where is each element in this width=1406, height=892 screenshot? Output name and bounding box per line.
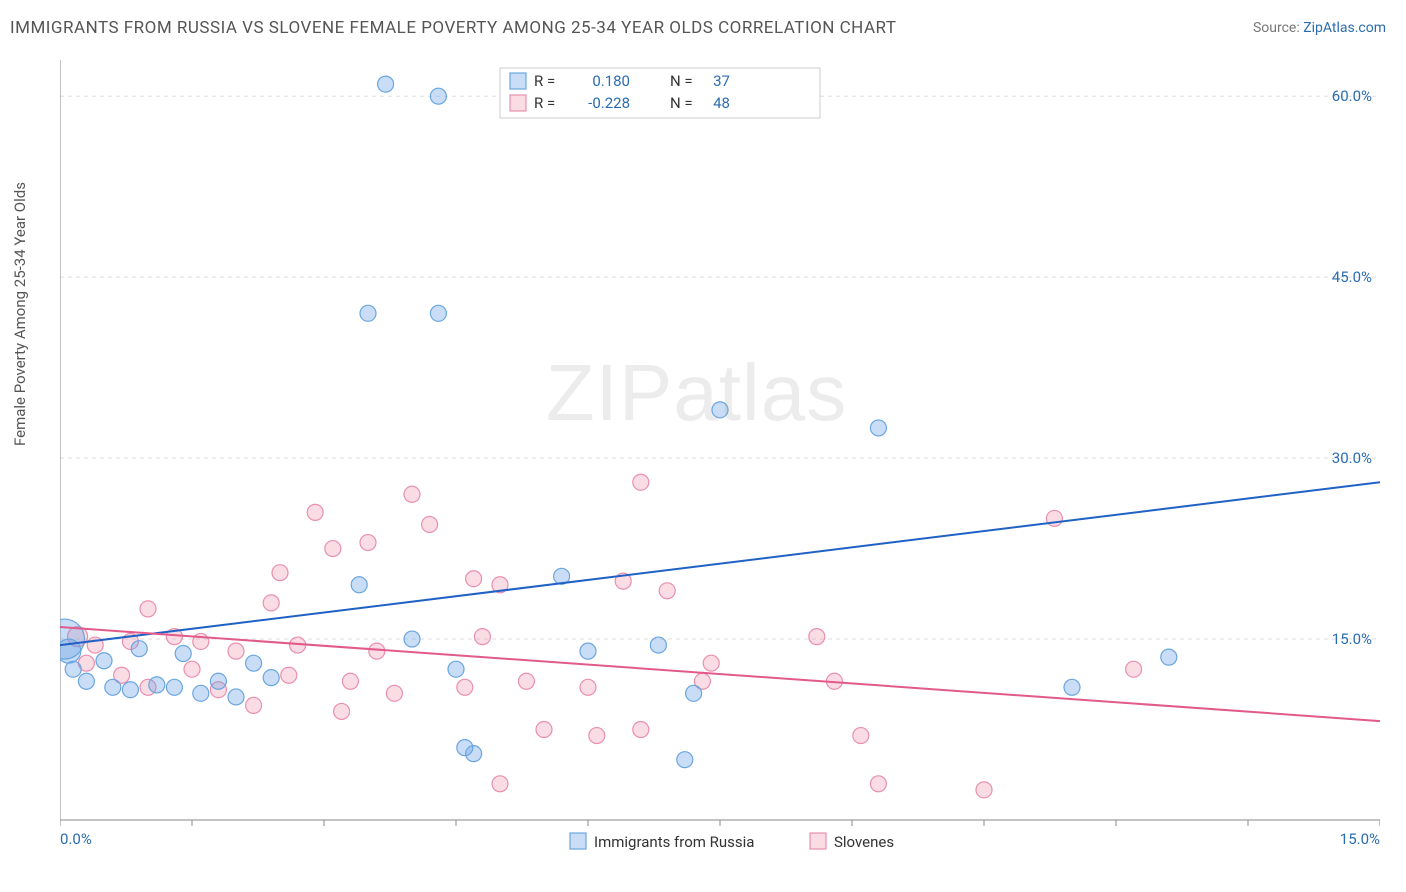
chart-title: IMMIGRANTS FROM RUSSIA VS SLOVENE FEMALE…	[10, 18, 897, 38]
svg-text:48: 48	[713, 94, 730, 112]
svg-text:N =: N =	[670, 94, 693, 112]
data-point	[474, 629, 490, 645]
data-point	[263, 595, 279, 611]
data-point	[386, 685, 402, 701]
data-point	[448, 661, 464, 677]
source-label: Source: ZipAtlas.com	[1253, 20, 1386, 36]
data-point	[870, 420, 886, 436]
data-point	[492, 776, 508, 792]
data-point	[228, 643, 244, 659]
data-point	[122, 682, 138, 698]
data-point	[184, 661, 200, 677]
svg-text:45.0%: 45.0%	[1332, 268, 1372, 286]
data-point	[809, 629, 825, 645]
data-point	[325, 541, 341, 557]
svg-text:R =: R =	[534, 94, 555, 112]
source-link[interactable]: ZipAtlas.com	[1303, 20, 1386, 36]
data-point	[96, 653, 112, 669]
svg-text:Slovenes: Slovenes	[834, 833, 894, 851]
data-point	[703, 655, 719, 671]
data-point	[430, 88, 446, 104]
svg-text:0.0%: 0.0%	[60, 830, 92, 848]
data-point	[193, 685, 209, 701]
scatter-chart: 15.0% 30.0% 45.0% 60.0% 0.0% 15.0% R = 0.180 N =…	[60, 60, 1380, 890]
data-point	[457, 679, 473, 695]
data-point	[466, 571, 482, 587]
data-point	[210, 673, 226, 689]
data-point	[246, 655, 262, 671]
data-point	[404, 631, 420, 647]
data-point	[281, 667, 297, 683]
data-point	[149, 677, 165, 693]
data-point	[334, 703, 350, 719]
data-point	[853, 728, 869, 744]
data-point	[633, 722, 649, 738]
svg-text:37: 37	[713, 72, 730, 90]
svg-text:N =: N =	[670, 72, 693, 90]
data-point	[369, 643, 385, 659]
data-point	[105, 679, 121, 695]
data-point	[677, 752, 693, 768]
data-point	[342, 673, 358, 689]
data-point	[140, 601, 156, 617]
data-point	[404, 486, 420, 502]
data-point	[536, 722, 552, 738]
data-point	[976, 782, 992, 798]
svg-text:R =: R =	[534, 72, 555, 90]
trend-line	[60, 482, 1380, 645]
data-point	[712, 402, 728, 418]
data-point	[1161, 649, 1177, 665]
data-point	[659, 583, 675, 599]
data-point	[78, 673, 94, 689]
chart-area: 15.0% 30.0% 45.0% 60.0% 0.0% 15.0% R = 0.180 N =…	[60, 60, 1386, 852]
svg-text:0.180: 0.180	[592, 72, 630, 90]
data-point	[1126, 661, 1142, 677]
data-point	[580, 643, 596, 659]
data-point	[131, 641, 147, 657]
data-point	[686, 685, 702, 701]
data-point	[263, 670, 279, 686]
y-axis-label: Female Poverty Among 25-34 Year Olds	[11, 182, 29, 446]
data-point	[518, 673, 534, 689]
data-point	[307, 504, 323, 520]
data-point	[1064, 679, 1080, 695]
data-point	[633, 474, 649, 490]
svg-text:-0.228: -0.228	[588, 94, 630, 112]
data-point	[580, 679, 596, 695]
svg-text:60.0%: 60.0%	[1332, 87, 1372, 105]
data-point	[246, 697, 262, 713]
data-point	[466, 746, 482, 762]
data-point	[228, 689, 244, 705]
svg-text:15.0%: 15.0%	[1332, 630, 1372, 648]
data-point	[272, 565, 288, 581]
data-point	[175, 646, 191, 662]
data-point	[422, 516, 438, 532]
svg-text:15.0%: 15.0%	[1340, 830, 1380, 848]
data-point	[360, 535, 376, 551]
data-point	[430, 305, 446, 321]
data-point	[870, 776, 886, 792]
svg-text:30.0%: 30.0%	[1332, 449, 1372, 467]
svg-text:Immigrants from Russia: Immigrants from Russia	[594, 833, 754, 851]
data-point	[351, 577, 367, 593]
data-point	[166, 679, 182, 695]
data-point	[378, 76, 394, 92]
data-point	[360, 305, 376, 321]
data-point	[589, 728, 605, 744]
source-prefix: Source:	[1253, 20, 1303, 36]
data-point	[650, 637, 666, 653]
data-point	[65, 661, 81, 677]
